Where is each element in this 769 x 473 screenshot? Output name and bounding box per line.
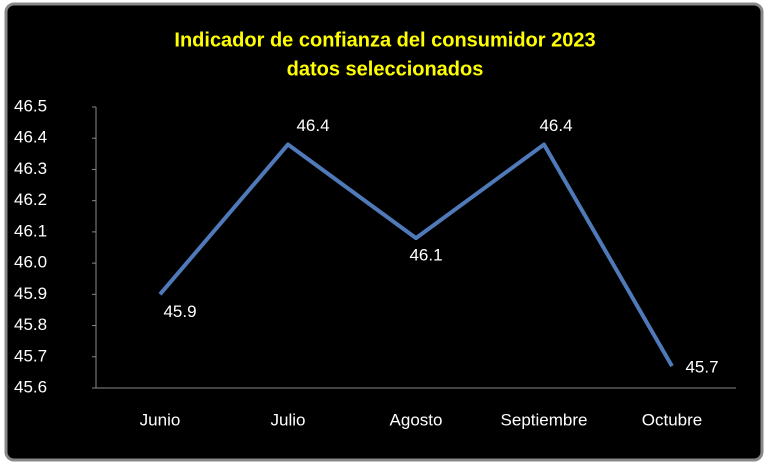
y-tick-label: 45.6 — [14, 377, 47, 396]
line — [158, 142, 674, 368]
chart-background — [4, 2, 764, 462]
data-label: 46.4 — [539, 116, 572, 135]
y-tick-label: 46.2 — [14, 190, 47, 209]
y-tick-label: 46.4 — [14, 128, 47, 147]
chart-subtitle: datos seleccionados — [287, 58, 484, 80]
data-label: 46.1 — [409, 246, 442, 265]
x-tick-label: Junio — [140, 410, 181, 429]
x-tick-label: Julio — [271, 410, 306, 429]
y-tick-label: 46.5 — [14, 96, 47, 115]
x-tick-label: Octubre — [642, 410, 702, 429]
y-tick-label: 46.1 — [14, 221, 47, 240]
y-tick-label: 45.8 — [14, 315, 47, 334]
data-label: 45.9 — [163, 302, 196, 321]
y-tick-label: 46.3 — [14, 159, 47, 178]
chart-title: Indicador de confianza del consumidor 20… — [174, 29, 595, 51]
y-tick-label: 46.0 — [14, 253, 47, 272]
y-tick-label: 45.7 — [14, 346, 47, 365]
x-tick-label: Agosto — [390, 410, 443, 429]
x-tick-label: Septiembre — [501, 410, 588, 429]
y-tick-label: 45.9 — [14, 284, 47, 303]
data-label: 46.4 — [296, 116, 329, 135]
data-label: 45.7 — [685, 358, 718, 377]
